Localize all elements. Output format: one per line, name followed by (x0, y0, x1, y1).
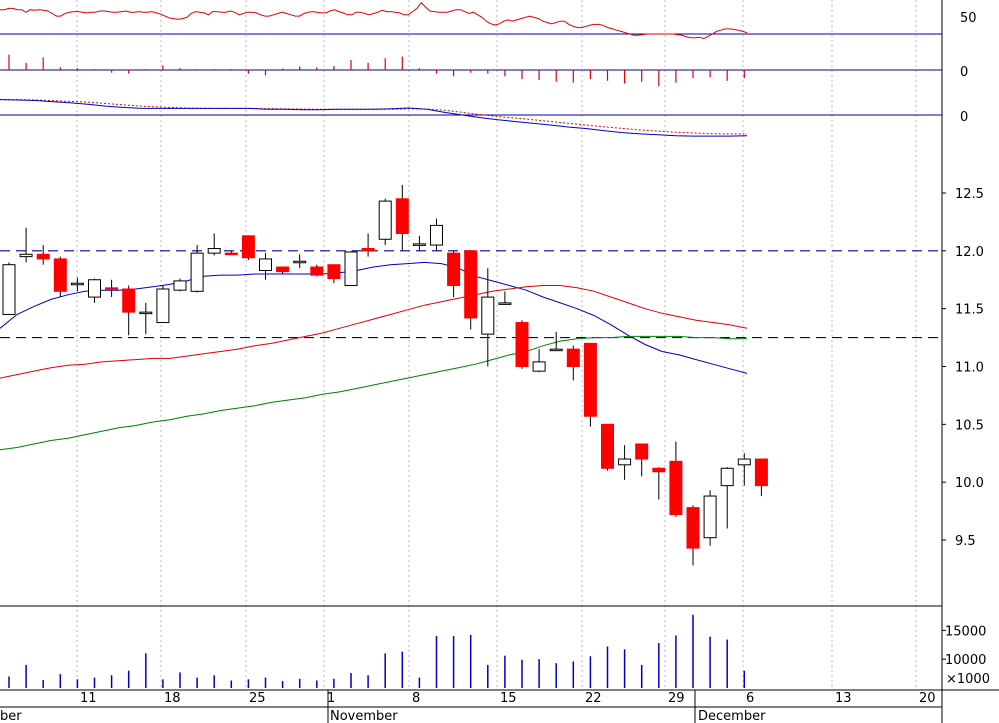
candle-body (754, 458, 768, 487)
candle-body (635, 443, 649, 460)
month-label: December (698, 709, 766, 723)
oscillator-tick-label: 50 (960, 11, 977, 26)
candle-body (737, 458, 751, 466)
moving-average-line (0, 335, 747, 451)
candle-body (703, 495, 717, 539)
day-label: 25 (249, 691, 266, 706)
candle-body (105, 287, 119, 290)
candle-body (583, 342, 597, 417)
price-tick-label: 10.5 (955, 418, 984, 433)
candle-body (498, 302, 512, 305)
candle-body (652, 467, 666, 473)
candle-body (276, 266, 290, 273)
candle-body (310, 266, 324, 276)
day-label: 1 (327, 691, 335, 706)
candle-body (720, 467, 734, 487)
price-tick-label: 12.5 (955, 187, 984, 202)
candle-body (122, 288, 136, 313)
candle-body (241, 235, 255, 259)
price-tick-label: 11.5 (955, 303, 984, 318)
day-label: 22 (585, 691, 602, 706)
candle-body (412, 243, 426, 246)
candle-body (139, 311, 153, 315)
candle-body (70, 282, 84, 286)
moving-average-line (0, 261, 748, 374)
candle-body (481, 296, 495, 335)
candle-body (344, 251, 358, 287)
candle-body (447, 252, 461, 287)
candle-body (378, 200, 392, 240)
day-label: 6 (746, 691, 754, 706)
candle-body (686, 507, 700, 549)
candle-body (88, 279, 101, 298)
candle-body (19, 253, 33, 258)
volume-multiplier-label: ×1000 (946, 672, 990, 687)
candle-body (395, 198, 409, 234)
candle-body (515, 322, 529, 367)
macd-line (0, 99, 748, 137)
day-label: 20 (919, 691, 936, 706)
day-label: 15 (500, 691, 517, 706)
volume-tick-label: 15000 (945, 624, 986, 639)
day-label: 13 (835, 691, 852, 706)
candle-body (36, 253, 50, 260)
day-label: 29 (668, 691, 685, 706)
oscillator-line (0, 1, 748, 40)
candle-body (601, 423, 614, 469)
price-tick-label: 12.0 (955, 245, 984, 260)
candle-body (464, 250, 478, 319)
price-tick-label: 11.0 (955, 361, 984, 376)
day-label: 8 (412, 691, 420, 706)
candle-body (190, 252, 204, 292)
candle-body (224, 252, 238, 256)
candle-body (259, 258, 272, 271)
candle-body (156, 288, 170, 324)
candle-body (549, 348, 563, 352)
candle-body (430, 224, 443, 246)
candle-body (618, 458, 632, 466)
candle-body (532, 361, 546, 372)
macd-signal-line (0, 99, 747, 135)
candle-body (2, 264, 16, 315)
candle-body (566, 348, 580, 367)
histogram-tick-label: 0 (960, 65, 968, 80)
price-tick-label: 9.5 (955, 534, 976, 549)
month-label: November (330, 709, 398, 723)
candle-body (293, 260, 307, 264)
candle-body (173, 280, 187, 291)
candle-body (327, 264, 341, 280)
month-label: ber (0, 709, 22, 723)
candle-body (669, 460, 683, 516)
candle-body (361, 248, 375, 252)
day-label: 11 (80, 691, 97, 706)
moving-average-line (0, 285, 748, 379)
macd-tick-label: 0 (960, 110, 968, 125)
price-tick-label: 10.0 (955, 476, 984, 491)
candle-body (53, 258, 67, 292)
day-label: 18 (164, 691, 181, 706)
candle-body (207, 248, 221, 254)
volume-tick-label: 10000 (945, 653, 986, 668)
